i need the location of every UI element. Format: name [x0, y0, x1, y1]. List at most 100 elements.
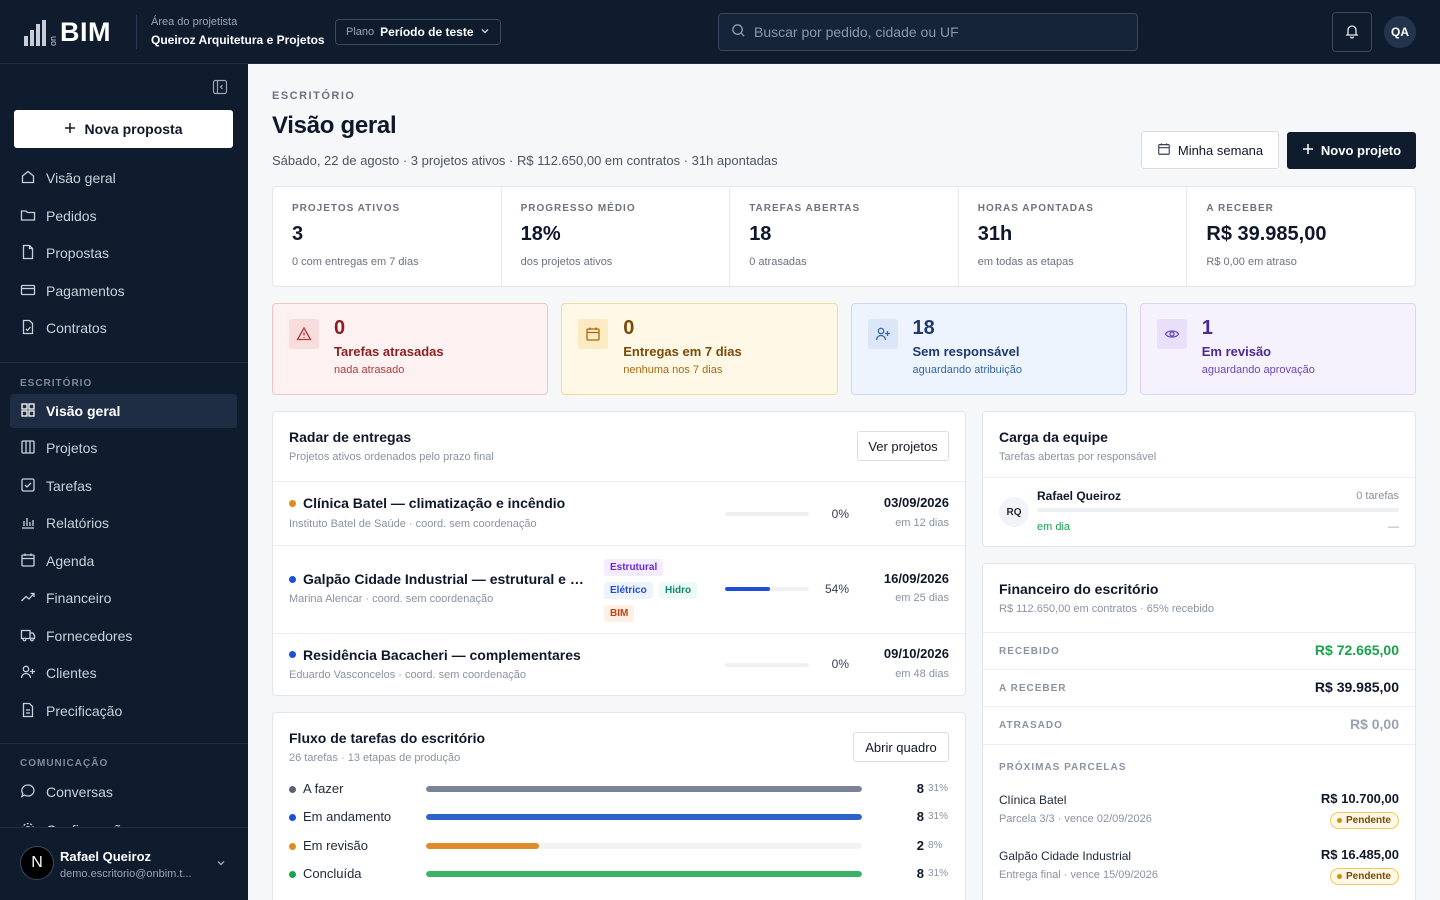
sidebar-item-financeiro[interactable]: Financeiro: [10, 581, 237, 615]
calendar-icon: [20, 552, 36, 571]
finance-row-atrasado: ATRASADO R$ 0,00: [983, 706, 1415, 743]
flow-bar: [426, 871, 862, 877]
sidebar-item-projetos[interactable]: Projetos: [10, 431, 237, 465]
sidebar-item-conversas[interactable]: Conversas: [10, 775, 237, 809]
installment-name: Clínica Batel: [999, 793, 1067, 807]
sidebar-divider: [0, 743, 248, 744]
alert-sub: aguardando aprovação: [1201, 364, 1315, 376]
sidebar-item-agenda[interactable]: Agenda: [10, 544, 237, 578]
alert-em-revisao[interactable]: 1 Em revisão aguardando aprovação: [1139, 303, 1416, 395]
sidebar-item-tarefas[interactable]: Tarefas: [10, 469, 237, 503]
flow-row-concluida[interactable]: Concluída 8 31%: [289, 866, 949, 884]
sidebar-item-contratos[interactable]: Contratos: [10, 311, 237, 345]
stat-progresso-medio: PROGRESSO MÉDIO 18% dos projetos ativos: [502, 187, 731, 286]
alert-value: 0: [623, 317, 635, 339]
search-input[interactable]: [754, 24, 1114, 40]
radar-row[interactable]: Clínica Batel — climatização e incêndio …: [273, 481, 965, 545]
flow-bar: [426, 786, 862, 792]
sidebar-item-label: Tarefas: [46, 478, 92, 494]
flow-row-em-andamento[interactable]: Em andamento 8 31%: [289, 809, 949, 827]
flow-count: 2: [916, 838, 924, 853]
stat-value: 31h: [977, 223, 1013, 245]
finance-value: R$ 39.985,00: [1314, 679, 1399, 695]
sidebar-item-propostas[interactable]: Propostas: [10, 236, 237, 270]
sidebar-item-precificacao[interactable]: Precificação: [10, 694, 237, 728]
area-name: Queiroz Arquitetura e Projetos: [151, 33, 325, 47]
plan-label: Plano: [346, 26, 375, 38]
due-days: em 12 dias: [895, 517, 949, 529]
sidebar-item-clientes[interactable]: Clientes: [10, 656, 237, 690]
sidebar-item-visao-geral-top[interactable]: Visão geral: [10, 161, 237, 195]
trend-icon: [20, 589, 36, 608]
plan-selector[interactable]: Plano Período de teste: [335, 19, 501, 45]
bell-icon: [1344, 23, 1360, 42]
sidebar-item-label: Clientes: [46, 665, 97, 681]
stat-value: R$ 39.985,00: [1206, 223, 1327, 245]
alert-title: Sem responsável: [912, 344, 1020, 359]
radar-row[interactable]: Galpão Cidade Industrial — estrutural e …: [273, 545, 965, 633]
checkbox-icon: [20, 477, 36, 496]
stat-a-receber: A RECEBER R$ 39.985,00 R$ 0,00 em atraso: [1187, 187, 1415, 286]
finance-title: Financeiro do escritório: [999, 581, 1159, 597]
alert-sem-responsavel[interactable]: 18 Sem responsável aguardando atribuição: [850, 303, 1127, 395]
user-avatar[interactable]: QA: [1384, 16, 1416, 48]
sidebar-collapse-icon[interactable]: [212, 79, 228, 95]
sidebar-item-pagamentos[interactable]: Pagamentos: [10, 274, 237, 308]
view-projects-button[interactable]: Ver projetos: [857, 431, 949, 461]
due-date: 03/09/2026: [883, 495, 949, 510]
flow-percent: 31%: [928, 811, 949, 822]
alert-tarefas-atrasadas[interactable]: 0 Tarefas atrasadas nada atrasado: [272, 303, 549, 395]
open-board-button[interactable]: Abrir quadro: [853, 732, 949, 762]
sidebar-item-label: Conversas: [46, 784, 113, 800]
stat-label: PROJETOS ATIVOS: [292, 203, 401, 214]
sidebar-item-label: Pagamentos: [46, 283, 125, 299]
sidebar-item-label: Fornecedores: [46, 628, 133, 644]
sidebar-item-label: Pedidos: [46, 208, 97, 224]
progress-percent: 0%: [831, 657, 849, 671]
status-badge: Pendente: [1329, 868, 1399, 885]
sidebar-item-fornecedores[interactable]: Fornecedores: [10, 619, 237, 653]
sidebar-item-pedidos[interactable]: Pedidos: [10, 199, 237, 233]
notifications-button[interactable]: [1332, 12, 1372, 52]
sidebar-item-label: Visão geral: [46, 170, 116, 186]
new-proposal-button[interactable]: Nova proposta: [14, 110, 233, 148]
alert-entregas-7-dias[interactable]: 0 Entregas em 7 dias nenhuma nos 7 dias: [561, 303, 838, 395]
sidebar-item-relatorios[interactable]: Relatórios: [10, 506, 237, 540]
radar-card: Radar de entregas Projetos ativos ordena…: [272, 411, 966, 696]
flow-row-a-fazer[interactable]: A fazer 8 31%: [289, 781, 949, 799]
logo-bim-text: BIM: [60, 17, 111, 47]
user-profile[interactable]: N Rafael Queiroz demo.escritorio@onbim.t…: [0, 827, 248, 900]
flow-row-em-revisao[interactable]: Em revisão 2 8%: [289, 838, 949, 856]
new-project-button[interactable]: Novo projeto: [1287, 132, 1416, 169]
status-dot: [289, 871, 296, 878]
eye-icon: [1156, 319, 1187, 349]
divider: [983, 477, 1415, 478]
finance-value: R$ 0,00: [1349, 716, 1399, 732]
finance-row-recebido: RECEBIDO R$ 72.665,00: [983, 632, 1415, 669]
flow-count: 8: [916, 781, 924, 796]
sidebar-item-visao-geral[interactable]: Visão geral: [10, 394, 237, 428]
search-box[interactable]: [718, 13, 1138, 51]
stat-projetos-ativos: PROJETOS ATIVOS 3 0 com entregas em 7 di…: [273, 187, 502, 286]
status-dot: [289, 500, 296, 507]
sidebar-divider: [0, 362, 248, 363]
member-dash: —: [1388, 521, 1399, 533]
my-week-label: Minha semana: [1177, 142, 1264, 158]
page-title: Visão geral: [272, 112, 397, 139]
bar-chart-icon: [20, 514, 36, 533]
alert-sub: nada atrasado: [334, 364, 405, 376]
progress-bar: [725, 663, 809, 667]
member-name[interactable]: Rafael Queiroz: [1037, 489, 1122, 503]
project-sub: Eduardo Vasconcelos · coord. sem coorden…: [289, 669, 527, 681]
project-name: Galpão Cidade Industrial — estrutural e …: [303, 571, 589, 587]
radar-row[interactable]: Residência Bacacheri — complementares Ed…: [273, 633, 965, 695]
onbim-logo[interactable]: on BIM: [24, 16, 111, 46]
status-badge: Pendente: [1329, 812, 1399, 829]
discipline-tag: Elétrico: [604, 582, 653, 599]
card-icon: [20, 282, 36, 301]
status-dot: [289, 651, 296, 658]
breadcrumb: ESCRITÓRIO: [272, 90, 356, 102]
my-week-button[interactable]: Minha semana: [1141, 131, 1279, 169]
plan-value: Período de teste: [380, 25, 474, 39]
finance-label: A RECEBER: [999, 683, 1067, 694]
